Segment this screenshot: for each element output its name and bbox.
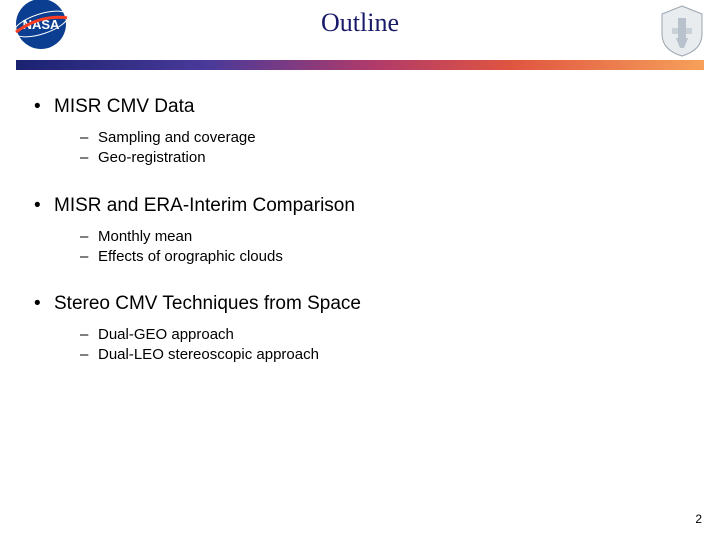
- bullet-level-1: MISR CMV Data: [28, 96, 692, 118]
- page-number: 2: [695, 512, 702, 526]
- bullet-level-2: Effects of orographic clouds: [28, 247, 692, 267]
- mission-emblem-icon: [658, 4, 706, 58]
- bullet-level-2: Geo-registration: [28, 148, 692, 168]
- outline-section: Stereo CMV Techniques from Space Dual-GE…: [28, 293, 692, 366]
- outline-section: MISR and ERA-Interim Comparison Monthly …: [28, 195, 692, 268]
- bullet-level-2: Dual-GEO approach: [28, 325, 692, 345]
- accent-bar: [16, 60, 704, 70]
- slide-body: MISR CMV Data Sampling and coverage Geo-…: [28, 96, 692, 392]
- bullet-level-2: Dual-LEO stereoscopic approach: [28, 345, 692, 365]
- slide-header: NASA Outline: [0, 0, 720, 64]
- bullet-level-2: Sampling and coverage: [28, 128, 692, 148]
- bullet-level-1: MISR and ERA-Interim Comparison: [28, 195, 692, 217]
- bullet-level-2: Monthly mean: [28, 227, 692, 247]
- outline-section: MISR CMV Data Sampling and coverage Geo-…: [28, 96, 692, 169]
- slide-title: Outline: [0, 8, 720, 38]
- bullet-level-1: Stereo CMV Techniques from Space: [28, 293, 692, 315]
